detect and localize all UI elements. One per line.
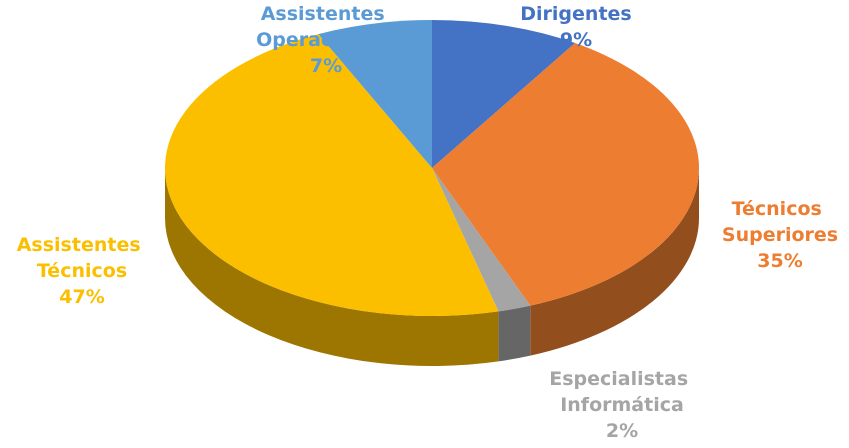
value-label: 47% xyxy=(59,286,104,308)
category-label: Técnicos Superiores xyxy=(722,198,838,246)
slice-side xyxy=(498,305,531,362)
category-label: Especialistas Informática xyxy=(549,368,695,416)
value-label: 2% xyxy=(606,420,638,442)
category-label: Assistentes Técnicos xyxy=(17,234,148,282)
category-label: Dirigentes xyxy=(520,3,631,25)
value-label: 7% xyxy=(310,55,342,77)
slice xyxy=(164,34,499,316)
slice xyxy=(432,168,531,312)
slice xyxy=(432,43,700,306)
category-label: Assistentes Operacionais xyxy=(256,3,396,51)
pie-sides xyxy=(165,168,699,366)
value-label: 35% xyxy=(757,250,802,272)
slice-side xyxy=(530,168,699,356)
slice xyxy=(432,20,576,168)
value-label: 9% xyxy=(560,29,592,51)
slice xyxy=(318,20,432,168)
slice-side xyxy=(165,168,499,366)
pie-tops xyxy=(164,20,700,316)
